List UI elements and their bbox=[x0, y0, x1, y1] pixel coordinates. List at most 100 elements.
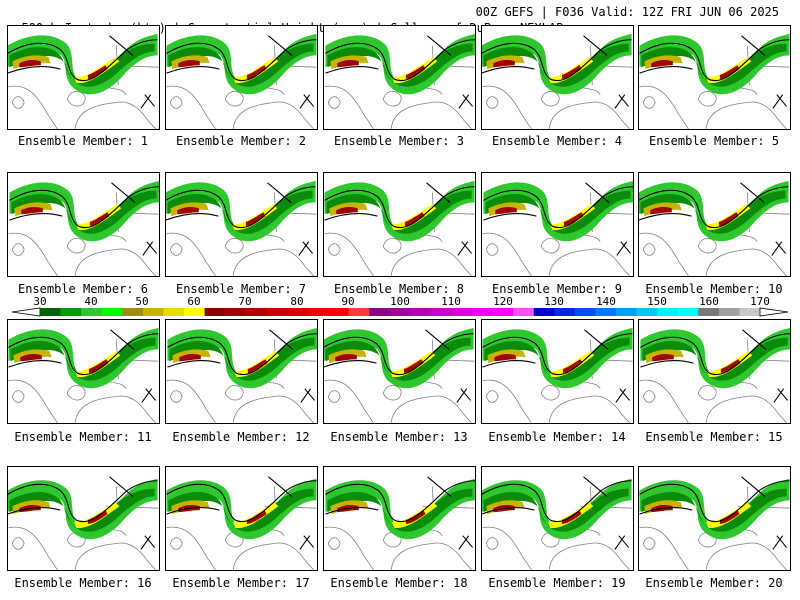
colorbar-segment bbox=[122, 308, 144, 316]
jet-max-shading bbox=[718, 212, 739, 226]
colorbar-segment bbox=[328, 308, 349, 316]
colorbar-segment bbox=[81, 308, 103, 316]
ensemble-member-panel bbox=[323, 25, 476, 130]
colorbar-segment bbox=[225, 308, 247, 316]
jet-mid-shading bbox=[9, 43, 155, 87]
colorbar-segment bbox=[410, 308, 432, 316]
colorbar-segment bbox=[554, 308, 576, 316]
jet-max-shading bbox=[403, 359, 424, 373]
height-contour bbox=[639, 35, 790, 109]
jet-core-shading bbox=[76, 204, 122, 231]
jet-max-shading bbox=[495, 207, 517, 215]
jet-mid-shading bbox=[168, 488, 314, 532]
ensemble-member-panel bbox=[165, 319, 318, 424]
jet-max-shading bbox=[561, 65, 582, 79]
isotach-map bbox=[639, 327, 790, 423]
jet-max-shading bbox=[563, 212, 584, 226]
jet-max-shading bbox=[246, 510, 267, 524]
jet-mid-shading bbox=[327, 43, 473, 87]
jet-mid-shading bbox=[326, 190, 472, 234]
height-contour bbox=[485, 238, 560, 256]
ensemble-member-label: Ensemble Member: 18 bbox=[330, 576, 468, 590]
height-contour bbox=[485, 91, 560, 109]
ensemble-member-panel bbox=[481, 25, 634, 130]
jet-max-shading bbox=[404, 212, 425, 226]
jet-core-shading bbox=[232, 204, 278, 231]
height-contour bbox=[11, 385, 86, 403]
jet-mid-shading bbox=[9, 488, 155, 532]
jet-core-shading bbox=[705, 204, 751, 231]
jet-mid-shading bbox=[327, 488, 473, 532]
colorbar-segment bbox=[533, 308, 555, 316]
jet-max-shading bbox=[179, 354, 201, 362]
colorbar-segment bbox=[718, 308, 740, 316]
colorbar-segment bbox=[513, 308, 535, 316]
jet-max-shading bbox=[493, 60, 515, 68]
isotach-map bbox=[166, 476, 317, 570]
ensemble-member-label: Ensemble Member: 16 bbox=[14, 576, 152, 590]
ensemble-member-label: Ensemble Member: 5 bbox=[648, 134, 780, 148]
jet-max-shading bbox=[561, 510, 582, 524]
colorbar-tick-label: 130 bbox=[544, 295, 564, 308]
height-contour bbox=[482, 329, 633, 403]
height-contour bbox=[640, 329, 790, 403]
height-contour bbox=[327, 238, 402, 256]
ensemble-member-label: Ensemble Member: 12 bbox=[172, 430, 310, 444]
colorbar-tick-label: 170 bbox=[750, 295, 770, 308]
height-contour bbox=[166, 182, 316, 256]
colorbar-segment bbox=[657, 308, 679, 316]
colorbar-right-arrow bbox=[759, 307, 789, 317]
isotach-map bbox=[166, 33, 317, 129]
height-contour bbox=[639, 476, 790, 550]
colorbar-segment bbox=[142, 308, 164, 316]
ensemble-member-label: Ensemble Member: 10 bbox=[645, 282, 783, 296]
colorbar-segment bbox=[163, 308, 185, 316]
height-contour bbox=[642, 91, 717, 109]
isotach-map bbox=[639, 180, 790, 276]
ensemble-member-panel bbox=[7, 466, 160, 571]
colorbar-segment bbox=[595, 308, 617, 316]
colorbar-left-arrow bbox=[11, 307, 41, 317]
ensemble-member-panel bbox=[323, 466, 476, 571]
ensemble-member-label: Ensemble Member: 9 bbox=[491, 282, 623, 296]
jet-max-shading bbox=[246, 65, 267, 79]
height-contour bbox=[642, 385, 717, 403]
height-contour bbox=[327, 532, 402, 550]
colorbar-segment bbox=[472, 308, 493, 316]
colorbar-tick-label: 30 bbox=[33, 295, 46, 308]
colorbar-tick-label: 120 bbox=[493, 295, 513, 308]
jet-core-shading bbox=[233, 57, 279, 84]
ensemble-member-label: Ensemble Member: 15 bbox=[645, 430, 783, 444]
height-contour bbox=[642, 238, 717, 256]
jet-max-shading bbox=[405, 65, 426, 79]
height-contour bbox=[11, 91, 86, 109]
jet-mid-shading bbox=[485, 190, 631, 234]
jet-max-shading bbox=[562, 359, 583, 373]
isotach-map bbox=[166, 180, 317, 276]
jet-max-shading bbox=[247, 359, 268, 373]
ensemble-member-panel bbox=[7, 319, 160, 424]
ensemble-member-label: Ensemble Member: 6 bbox=[17, 282, 149, 296]
jet-max-shading bbox=[719, 65, 740, 79]
isotach-map bbox=[482, 180, 633, 276]
jet-core-shading bbox=[74, 57, 120, 84]
colorbar-tick-label: 100 bbox=[390, 295, 410, 308]
jet-max-shading bbox=[19, 60, 41, 68]
ensemble-member-label: Ensemble Member: 8 bbox=[333, 282, 465, 296]
isotach-map bbox=[8, 180, 159, 276]
ensemble-member-panel bbox=[638, 319, 791, 424]
jet-mid-shading bbox=[169, 337, 315, 381]
colorbar-segment bbox=[616, 308, 637, 316]
jet-mid-shading bbox=[642, 337, 788, 381]
colorbar-segment bbox=[430, 308, 452, 316]
jet-mid-shading bbox=[168, 43, 314, 87]
ensemble-member-label: Ensemble Member: 11 bbox=[14, 430, 152, 444]
jet-mid-shading bbox=[641, 488, 787, 532]
jet-core-shading bbox=[390, 351, 436, 378]
jet-max-shading bbox=[652, 354, 674, 362]
isotach-colorbar: 30 40 50 60 70 80 90 100 110 120 130 140 150 160 170 bbox=[11, 295, 789, 317]
ensemble-member-label: Ensemble Member: 2 bbox=[175, 134, 307, 148]
colorbar-tick-label: 160 bbox=[699, 295, 719, 308]
ensemble-member-label: Ensemble Member: 20 bbox=[645, 576, 783, 590]
